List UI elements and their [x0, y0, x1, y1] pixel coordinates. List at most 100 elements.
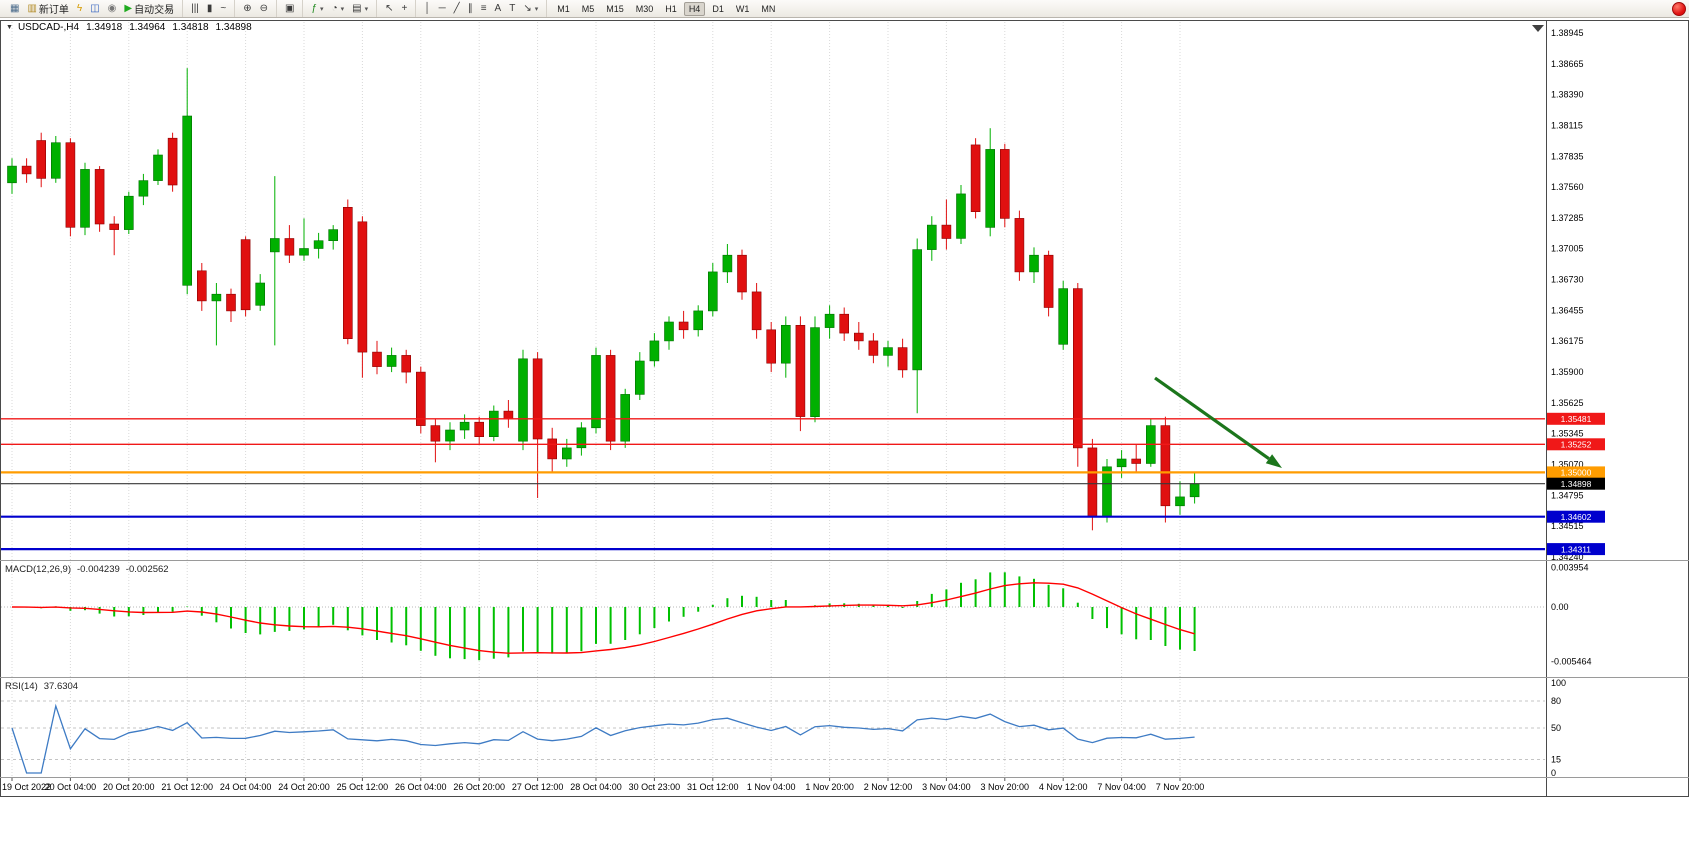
- strategy-alert-button[interactable]: ϟ: [74, 0, 85, 17]
- candle: [751, 283, 762, 339]
- price-badge: [1547, 412, 1605, 425]
- crosshair-icon: +: [401, 2, 408, 14]
- window-group: ▣: [277, 0, 304, 17]
- candle: [999, 143, 1010, 228]
- trade-group: ▦ ▥ 新订单 ϟ ◫ ◉ ▶ 自动交易: [2, 0, 184, 17]
- fibonacci-button[interactable]: ≡: [478, 0, 490, 17]
- timeframe-group: M1 M5 M15 M30 H1 H4 D1 W1 MN: [547, 0, 785, 17]
- cursor-group: ↖ +: [377, 0, 417, 17]
- svg-text:0: 0: [1551, 768, 1556, 778]
- timeframe-d1[interactable]: D1: [712, 3, 724, 14]
- candle: [488, 405, 499, 442]
- candle: [21, 158, 32, 183]
- market-watch-icon: ◉: [107, 2, 117, 14]
- bar-chart-button[interactable]: |||: [188, 0, 202, 17]
- horizontal-line-icon: ─: [438, 2, 446, 14]
- candle: [372, 340, 382, 375]
- candle: [153, 149, 163, 185]
- svg-text:1.35070: 1.35070: [1551, 460, 1584, 470]
- svg-text:28 Oct 04:00: 28 Oct 04:00: [570, 782, 622, 792]
- candle: [912, 238, 923, 414]
- candlestick-chart-button[interactable]: ▮: [204, 0, 216, 17]
- vertical-line-button[interactable]: │: [421, 0, 433, 17]
- candle: [138, 173, 149, 206]
- crosshair-button[interactable]: +: [398, 0, 410, 17]
- profiles-button[interactable]: ◫: [87, 0, 102, 17]
- svg-text:24 Oct 20:00: 24 Oct 20:00: [278, 782, 330, 792]
- new-order-icon: ▥: [27, 2, 37, 14]
- timeframe-h4[interactable]: H4: [683, 1, 706, 16]
- candle: [532, 352, 543, 498]
- candle: [853, 322, 864, 350]
- zoom-group: ⊕ ⊖: [235, 0, 278, 17]
- timeframe-w1[interactable]: W1: [735, 3, 750, 14]
- profiles-icon: ◫: [90, 2, 100, 14]
- rsi-indicator: [1, 700, 1545, 774]
- periods-button-dropdown-icon[interactable]: ▾: [340, 5, 345, 13]
- bar-chart-icon: |||: [191, 2, 199, 14]
- candle: [664, 316, 674, 350]
- trendline-button[interactable]: ╱: [451, 0, 463, 17]
- candle: [547, 427, 558, 473]
- chart-type-group: ||| ▮ ~: [183, 0, 236, 17]
- periods-icon: ◔: [331, 2, 338, 14]
- new-chart-button[interactable]: ▦: [7, 0, 22, 17]
- collapse-triangle-icon[interactable]: ▼: [6, 24, 13, 31]
- timeframe-mn[interactable]: MN: [761, 3, 776, 14]
- market-watch-button[interactable]: ◉: [105, 0, 120, 17]
- text-label-button[interactable]: T: [506, 0, 518, 17]
- timeframe-m5[interactable]: M5: [581, 3, 595, 14]
- templates-button[interactable]: ▤ ▾: [349, 0, 371, 17]
- zoom-out-button[interactable]: ⊖: [257, 0, 271, 17]
- trend-arrow[interactable]: [1154, 376, 1282, 468]
- candle: [956, 185, 966, 244]
- zoom-out-icon: ⊖: [259, 2, 269, 14]
- text-button[interactable]: A: [492, 0, 505, 17]
- tile-windows-button[interactable]: ▣: [282, 0, 297, 17]
- arrows-button[interactable]: ↘ ▾: [520, 0, 541, 17]
- svg-text:1.37560: 1.37560: [1551, 182, 1584, 192]
- svg-text:1.37285: 1.37285: [1551, 213, 1584, 223]
- templates-icon: ▤: [352, 2, 362, 14]
- indicators-button-dropdown-icon[interactable]: ▾: [320, 5, 324, 13]
- periods-button[interactable]: ◔ ▾: [329, 0, 348, 17]
- timeframe-m1[interactable]: M1: [557, 3, 570, 14]
- svg-text:3 Nov 04:00: 3 Nov 04:00: [922, 782, 971, 792]
- auto-trading-button[interactable]: ▶ 自动交易: [121, 0, 177, 17]
- indicators-button[interactable]: ƒ ▾: [308, 0, 326, 17]
- arrows-button-dropdown-icon[interactable]: ▾: [534, 5, 539, 13]
- chart-shift-marker[interactable]: [1532, 25, 1544, 32]
- vertical-line-icon: │: [424, 2, 431, 14]
- tile-windows-icon: ▣: [285, 2, 295, 14]
- timeframe-h1[interactable]: H1: [665, 3, 677, 14]
- svg-text:1.38945: 1.38945: [1551, 28, 1584, 38]
- cursor-button[interactable]: ↖: [382, 0, 396, 17]
- candle: [591, 347, 601, 434]
- zoom-in-button[interactable]: ⊕: [240, 0, 254, 17]
- timeframe-m30[interactable]: M30: [635, 3, 654, 14]
- candle: [634, 352, 645, 400]
- price-axis[interactable]: 1.38945 1.38665 1.38390 1.38115 1.37835 1.375…: [1551, 28, 1584, 562]
- candle: [1131, 444, 1141, 473]
- chart-canvas[interactable]: 1.38945 1.38665 1.38390 1.38115 1.37835 1.375…: [0, 17, 1689, 860]
- candle: [357, 216, 368, 378]
- chart-plot-area[interactable]: [1, 20, 1545, 797]
- svg-text:3 Nov 20:00: 3 Nov 20:00: [981, 782, 1030, 792]
- alert-indicator[interactable]: [1672, 2, 1686, 16]
- templates-button-dropdown-icon[interactable]: ▾: [364, 5, 369, 13]
- line-chart-button[interactable]: ~: [217, 0, 229, 17]
- equidistant-channel-button[interactable]: ∥: [465, 0, 476, 17]
- candle: [328, 225, 339, 250]
- timeframe-m15[interactable]: M15: [606, 3, 624, 14]
- new-chart-icon: ▦: [10, 2, 20, 14]
- svg-text:24 Oct 04:00: 24 Oct 04:00: [220, 782, 272, 792]
- ohlc-close: 1.34898: [215, 22, 252, 33]
- svg-text:1.38390: 1.38390: [1551, 90, 1584, 100]
- rsi-value: 37.6304: [43, 681, 79, 692]
- horizontal-line-button[interactable]: ─: [436, 0, 449, 17]
- new-order-button[interactable]: ▥ 新订单: [24, 0, 71, 17]
- svg-text:1.34795: 1.34795: [1551, 490, 1584, 500]
- candle: [795, 316, 806, 432]
- candle: [1029, 247, 1039, 283]
